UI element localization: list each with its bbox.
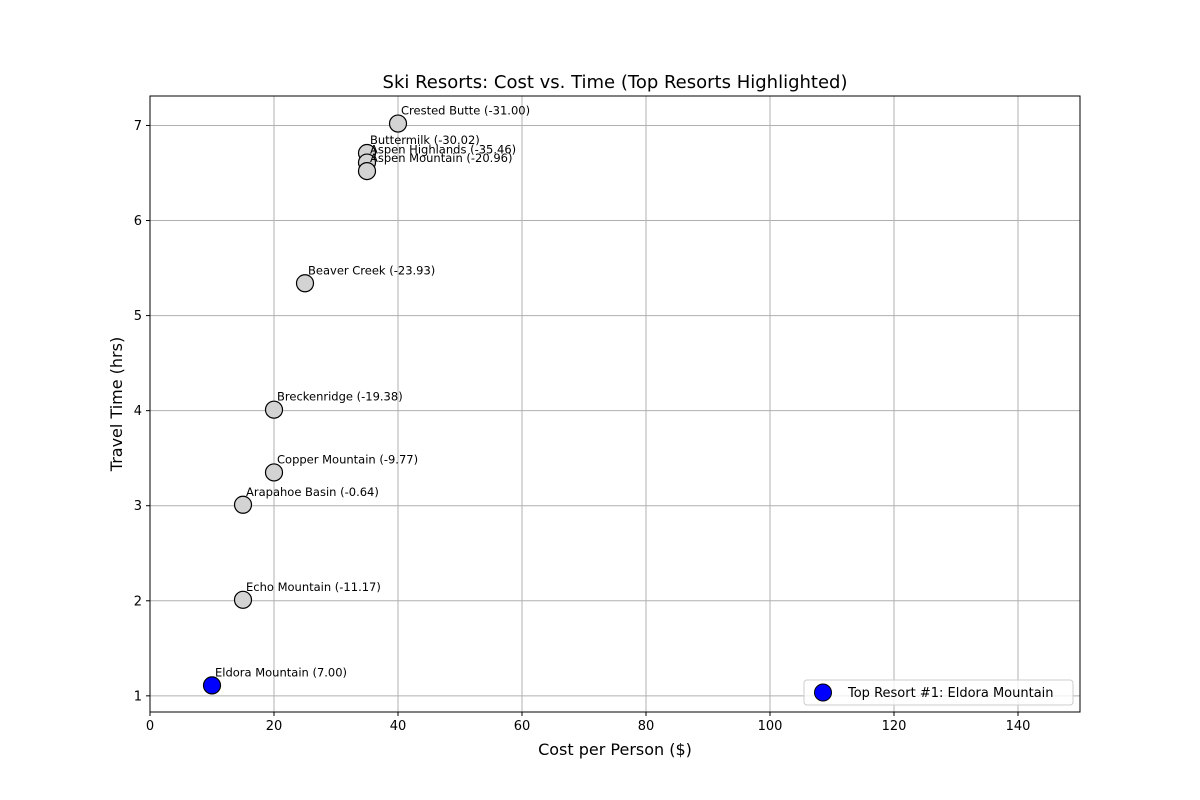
x-tick-label: 0: [146, 719, 154, 734]
x-tick-label: 120: [882, 719, 907, 734]
point-label: Breckenridge (-19.38): [277, 390, 403, 404]
legend: Top Resort #1: Eldora Mountain: [803, 679, 1074, 706]
x-tick-label: 140: [1006, 719, 1031, 734]
point-label: Copper Mountain (-9.77): [277, 452, 418, 466]
point-labels: Crested Butte (-31.00) Buttermilk (-30.02…: [215, 104, 530, 680]
y-tick-label: 1: [134, 689, 142, 704]
y-tick-label: 4: [134, 404, 142, 419]
y-tick-label: 3: [134, 499, 142, 514]
x-tick-label: 80: [638, 719, 655, 734]
x-tick-label: 40: [390, 719, 407, 734]
point-label: Echo Mountain (-11.17): [246, 580, 381, 594]
legend-label: Top Resort #1: Eldora Mountain: [847, 686, 1054, 701]
point-label: Beaver Creek (-23.93): [308, 263, 435, 277]
data-point: [233, 590, 253, 609]
y-tick-label: 7: [134, 119, 142, 134]
legend-marker: [814, 683, 832, 702]
data-point-highlighted: [202, 676, 222, 695]
point-label: Buttermilk (-30.02): [370, 133, 480, 147]
data-point: [233, 495, 253, 514]
y-tick-label: 6: [134, 214, 142, 229]
y-tick-label: 5: [134, 309, 142, 324]
y-tick-label: 2: [134, 594, 142, 609]
data-point: [264, 463, 284, 482]
x-tick-label: 100: [758, 719, 783, 734]
point-label: Crested Butte (-31.00): [401, 104, 530, 118]
data-point: [357, 161, 377, 181]
data-point: [295, 274, 315, 293]
axis-ticks: 0 20 40 60 80 100 120 140 1 2 3 4 5 6 7: [134, 119, 1031, 734]
plot-area-frame: [149, 95, 1081, 713]
data-points: [202, 114, 408, 695]
grid-lines: [149, 96, 1080, 712]
y-axis-label: Travel Time (hrs): [107, 337, 126, 472]
x-tick-label: 60: [514, 719, 531, 734]
point-label: Aspen Highlands (-35.46): [370, 143, 516, 157]
data-point: [388, 114, 408, 133]
x-axis-label: Cost per Person ($): [538, 740, 692, 759]
legend-box: [803, 679, 1074, 706]
point-label: Aspen Mountain (-20.96): [370, 151, 512, 165]
point-label: Arapahoe Basin (-0.64): [246, 485, 379, 499]
x-tick-label: 20: [266, 719, 283, 734]
data-point: [264, 400, 284, 419]
point-label: Eldora Mountain (7.00): [215, 665, 347, 679]
chart-title: Ski Resorts: Cost vs. Time (Top Resorts …: [383, 72, 848, 93]
